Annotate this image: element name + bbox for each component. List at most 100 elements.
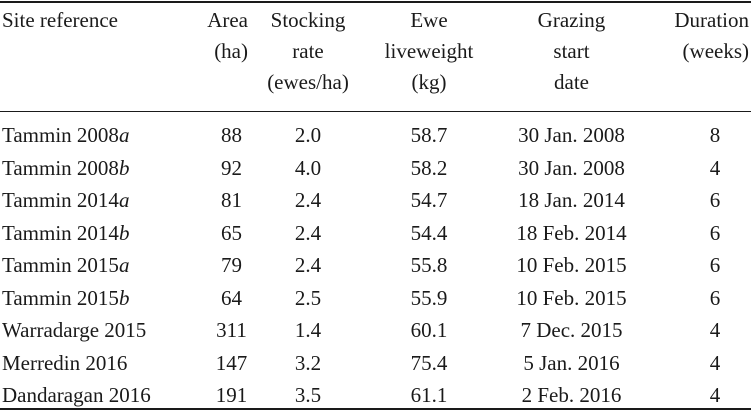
cell-stocking-rate: 3.5 bbox=[252, 379, 364, 412]
cell-area: 311 bbox=[195, 314, 252, 347]
site-suffix: b bbox=[118, 220, 130, 245]
cell-stocking-rate: 2.5 bbox=[252, 282, 364, 315]
cell-grazing-start-date-text: 5 Jan. 2016 bbox=[523, 350, 620, 375]
cell-duration-text: 4 bbox=[709, 350, 721, 375]
table-row: Dandaragan 2016 191 3.5 61.1 2 Feb. 2016 4 bbox=[0, 379, 751, 412]
cell-duration: 8 bbox=[649, 112, 751, 152]
header-area: Area (ha) bbox=[195, 0, 252, 112]
header-duration: Duration (weeks) bbox=[649, 0, 751, 112]
cell-ewe-liveweight-text: 54.7 bbox=[410, 188, 448, 212]
cell-ewe-liveweight: 55.9 bbox=[364, 282, 494, 315]
cell-area-text: 92 bbox=[221, 155, 242, 180]
cell-grazing-start-date: 18 Jan. 2014 bbox=[494, 184, 649, 217]
cell-site-reference-text: Tammin 2008 bbox=[2, 123, 119, 147]
cell-ewe-liveweight-text: 54.4 bbox=[410, 220, 448, 245]
cell-area-text: 64 bbox=[221, 285, 242, 310]
cell-area-text: 88 bbox=[221, 123, 242, 147]
cell-area: 191 bbox=[195, 379, 252, 412]
table-row: Tammin 2014b 65 2.4 54.4 18 Feb. 2014 6 bbox=[0, 217, 751, 250]
header-line: Ewe bbox=[410, 8, 448, 32]
cell-duration: 6 bbox=[649, 282, 751, 315]
cell-duration-text: 6 bbox=[709, 253, 721, 277]
cell-area: 88 bbox=[195, 112, 252, 152]
cell-grazing-start-date: 30 Jan. 2008 bbox=[494, 152, 649, 185]
cell-stocking-rate: 3.2 bbox=[252, 347, 364, 380]
cell-area-text: 191 bbox=[215, 383, 248, 407]
cell-duration: 6 bbox=[649, 184, 751, 217]
cell-site-reference: Tammin 2014b bbox=[0, 217, 195, 250]
cell-grazing-start-date: 10 Feb. 2015 bbox=[494, 249, 649, 282]
cell-ewe-liveweight-text: 58.2 bbox=[410, 155, 448, 180]
cell-area: 64 bbox=[195, 282, 252, 315]
site-suffix: b bbox=[118, 155, 130, 180]
header-line: date bbox=[554, 70, 589, 94]
cell-stocking-rate-text: 1.4 bbox=[294, 318, 322, 342]
cell-ewe-liveweight-text: 55.9 bbox=[410, 285, 448, 310]
header-line: rate bbox=[292, 39, 324, 63]
cell-ewe-liveweight-text: 75.4 bbox=[410, 350, 448, 375]
cell-grazing-start-date: 2 Feb. 2016 bbox=[494, 379, 649, 412]
header-line: (kg) bbox=[411, 70, 447, 94]
cell-duration-text: 6 bbox=[709, 188, 721, 212]
header-line: liveweight bbox=[384, 39, 474, 63]
header-line: Duration bbox=[674, 8, 749, 32]
cell-ewe-liveweight-text: 58.7 bbox=[410, 123, 448, 147]
cell-duration: 4 bbox=[649, 347, 751, 380]
cell-stocking-rate-text: 3.2 bbox=[294, 350, 322, 375]
cell-stocking-rate-text: 2.4 bbox=[294, 188, 322, 212]
cell-stocking-rate: 2.4 bbox=[252, 217, 364, 250]
header-line: Site reference bbox=[2, 8, 119, 32]
table-row: Tammin 2015a 79 2.4 55.8 10 Feb. 2015 6 bbox=[0, 249, 751, 282]
cell-stocking-rate: 2.4 bbox=[252, 184, 364, 217]
cell-site-reference: Tammin 2008b bbox=[0, 152, 195, 185]
header-line: Stocking bbox=[270, 8, 346, 32]
cell-duration: 4 bbox=[649, 379, 751, 412]
table-row: Tammin 2008a 88 2.0 58.7 30 Jan. 2008 8 bbox=[0, 112, 751, 152]
cell-stocking-rate: 2.4 bbox=[252, 249, 364, 282]
cell-area-text: 147 bbox=[215, 350, 248, 375]
cell-stocking-rate-text: 2.4 bbox=[294, 220, 322, 245]
cell-site-reference: Merredin 2016 bbox=[0, 347, 195, 380]
cell-area: 81 bbox=[195, 184, 252, 217]
cell-ewe-liveweight: 75.4 bbox=[364, 347, 494, 380]
cell-area: 79 bbox=[195, 249, 252, 282]
cell-ewe-liveweight: 61.1 bbox=[364, 379, 494, 412]
cell-duration-text: 4 bbox=[709, 155, 721, 180]
cell-ewe-liveweight-text: 61.1 bbox=[410, 383, 448, 407]
cell-site-reference-text: Warradarge 2015 bbox=[2, 318, 147, 342]
cell-duration: 6 bbox=[649, 217, 751, 250]
table-row: Merredin 2016 147 3.2 75.4 5 Jan. 2016 4 bbox=[0, 347, 751, 380]
cell-stocking-rate: 1.4 bbox=[252, 314, 364, 347]
table-row: Tammin 2008b 92 4.0 58.2 30 Jan. 2008 4 bbox=[0, 152, 751, 185]
cell-ewe-liveweight-text: 55.8 bbox=[410, 253, 448, 277]
cell-grazing-start-date-text: 2 Feb. 2016 bbox=[521, 383, 622, 407]
cell-site-reference: Dandaragan 2016 bbox=[0, 379, 195, 412]
cell-stocking-rate-text: 2.0 bbox=[294, 123, 322, 147]
cell-grazing-start-date-text: 10 Feb. 2015 bbox=[516, 253, 627, 277]
header-stocking-rate: Stocking rate (ewes/ha) bbox=[252, 0, 364, 112]
cell-site-reference-text: Tammin 2015 bbox=[2, 285, 119, 310]
cell-stocking-rate-text: 2.4 bbox=[294, 253, 322, 277]
header-site-reference: Site reference bbox=[0, 0, 195, 112]
header-ewe-liveweight: Ewe liveweight (kg) bbox=[364, 0, 494, 112]
cell-grazing-start-date: 5 Jan. 2016 bbox=[494, 347, 649, 380]
cell-duration-text: 4 bbox=[709, 383, 721, 407]
cell-grazing-start-date-text: 10 Feb. 2015 bbox=[516, 285, 627, 310]
site-suffix: b bbox=[118, 285, 130, 310]
cell-area-text: 311 bbox=[216, 318, 247, 342]
cell-area-text: 79 bbox=[221, 253, 242, 277]
site-suffix: a bbox=[118, 253, 130, 277]
cell-stocking-rate: 2.0 bbox=[252, 112, 364, 152]
cell-ewe-liveweight: 55.8 bbox=[364, 249, 494, 282]
cell-site-reference: Tammin 2015a bbox=[0, 249, 195, 282]
cell-duration-text: 6 bbox=[709, 220, 721, 245]
cell-grazing-start-date: 10 Feb. 2015 bbox=[494, 282, 649, 315]
cell-site-reference: Tammin 2014a bbox=[0, 184, 195, 217]
cell-site-reference: Tammin 2008a bbox=[0, 112, 195, 152]
cell-grazing-start-date-text: 7 Dec. 2015 bbox=[520, 318, 623, 342]
table-header-rule bbox=[0, 111, 751, 112]
cell-ewe-liveweight: 54.7 bbox=[364, 184, 494, 217]
cell-site-reference: Tammin 2015b bbox=[0, 282, 195, 315]
